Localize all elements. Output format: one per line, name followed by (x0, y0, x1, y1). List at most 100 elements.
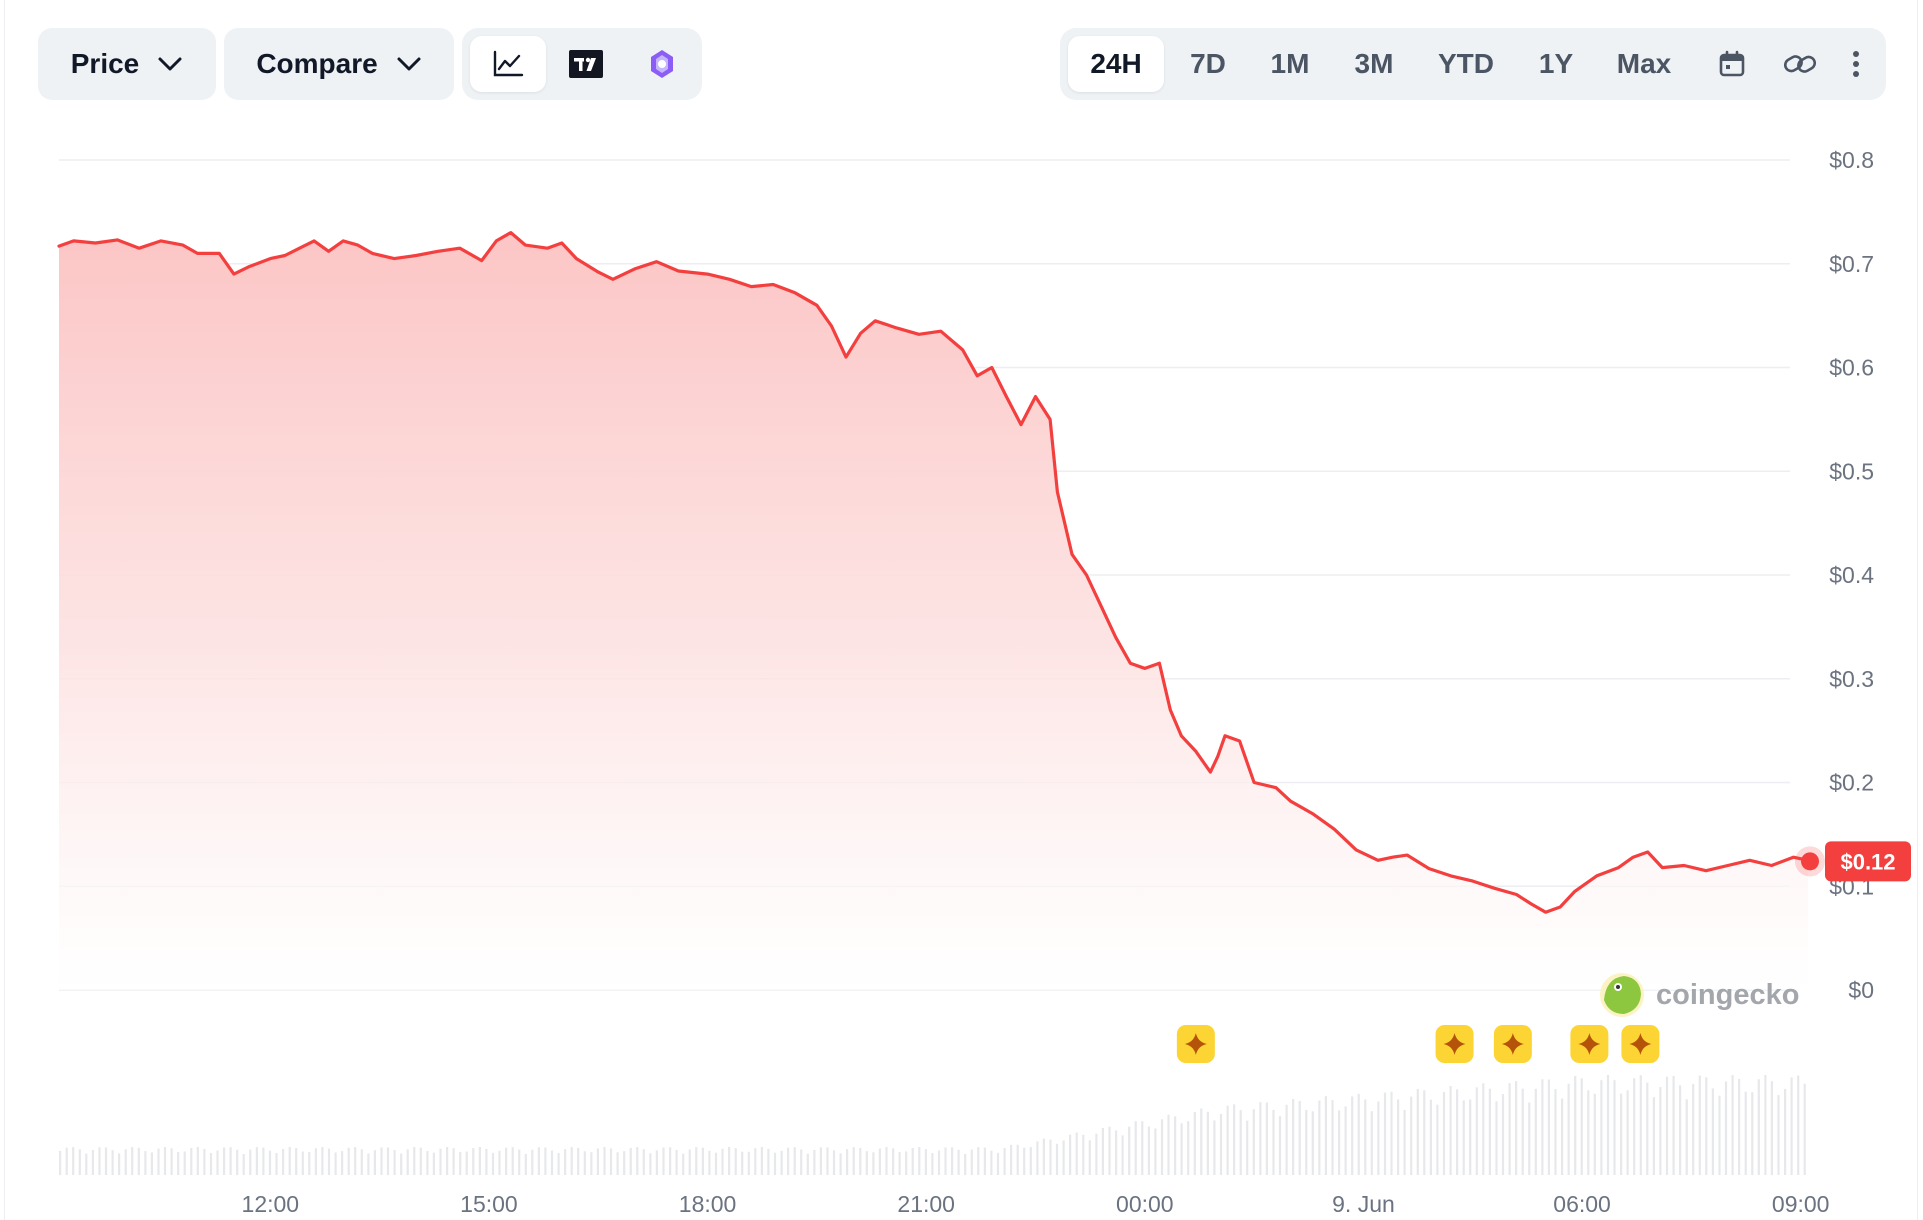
range-max-button[interactable]: Max (1596, 36, 1692, 92)
ai-insights-icon (651, 50, 673, 78)
volume-bar (1679, 1085, 1682, 1175)
volume-bar (118, 1153, 121, 1175)
volume-bar (367, 1153, 370, 1175)
price-dropdown[interactable]: Price (38, 28, 216, 100)
event-marker[interactable] (1621, 1025, 1660, 1063)
range-label: 24H (1090, 48, 1142, 79)
volume-bar (1416, 1089, 1419, 1175)
range-1m-button[interactable]: 1M (1248, 36, 1332, 92)
volume-bar (924, 1149, 927, 1175)
volume-bar (65, 1147, 68, 1175)
volume-bar (1383, 1092, 1387, 1175)
volume-bar (1462, 1100, 1465, 1175)
volume-bar (623, 1151, 626, 1175)
volume-bar (1338, 1110, 1341, 1175)
volume-bar (780, 1150, 783, 1175)
chevron-down-icon (158, 57, 182, 71)
volume-bar (1003, 1148, 1006, 1175)
volume-bar (1436, 1104, 1439, 1175)
volume-bar (695, 1147, 698, 1175)
volume-bar (1285, 1104, 1288, 1175)
event-marker[interactable] (1570, 1025, 1609, 1063)
volume-bar (590, 1152, 593, 1175)
volume-bar (1652, 1097, 1655, 1175)
volume-bar (1292, 1099, 1295, 1175)
volume-bar (1751, 1092, 1754, 1175)
volume-bar (478, 1147, 481, 1175)
volume-bar (721, 1148, 724, 1175)
volume-bar (1665, 1076, 1669, 1175)
volume-bar (452, 1148, 455, 1175)
volume-bar (990, 1150, 993, 1175)
volume-bar (944, 1147, 947, 1175)
event-marker[interactable] (1493, 1025, 1532, 1063)
range-7d-button[interactable]: 7D (1168, 36, 1248, 92)
y-tick-label: $0.6 (1829, 355, 1874, 381)
range-1y-button[interactable]: 1Y (1516, 36, 1596, 92)
volume-bar (1305, 1110, 1308, 1175)
volume-bar (1252, 1109, 1255, 1175)
volume-bar (85, 1153, 88, 1175)
volume-bar (203, 1149, 206, 1175)
x-tick-label: 12:00 (242, 1191, 300, 1217)
volume-bar (1397, 1099, 1400, 1175)
volume-bar (852, 1147, 855, 1175)
event-marker[interactable] (1176, 1025, 1215, 1063)
volume-bar (1659, 1087, 1662, 1175)
volume-bar (787, 1147, 790, 1175)
volume-bar (1554, 1089, 1557, 1175)
y-tick-label: $0.5 (1829, 458, 1874, 484)
volume-bar (432, 1152, 435, 1175)
volume-bar (1351, 1096, 1354, 1175)
volume-bar (1128, 1126, 1131, 1175)
volume-bar (1331, 1100, 1334, 1175)
volume-bar (636, 1147, 639, 1175)
range-24h-button[interactable]: 24H (1068, 36, 1164, 92)
volume-bar (1187, 1121, 1190, 1175)
volume-bar (564, 1149, 567, 1175)
volume-bar (898, 1152, 901, 1175)
volume-bar (459, 1151, 462, 1175)
volume-bar (983, 1147, 986, 1175)
volume-bar (1016, 1144, 1019, 1175)
tradingview-icon (569, 50, 603, 78)
volume-bar (354, 1147, 357, 1175)
event-marker[interactable] (1435, 1025, 1474, 1063)
share-link-button[interactable] (1768, 36, 1832, 92)
range-ytd-button[interactable]: YTD (1416, 36, 1516, 92)
volume-bar (491, 1152, 495, 1175)
volume-bar (977, 1147, 980, 1175)
sparkle-icon (1629, 1033, 1652, 1055)
volume-bar (1797, 1075, 1800, 1175)
volume-bar (872, 1152, 875, 1175)
volume-bar (347, 1147, 350, 1175)
range-3m-button[interactable]: 3M (1332, 36, 1416, 92)
calendar-button[interactable] (1700, 36, 1764, 92)
volume-bar (1442, 1091, 1446, 1175)
x-tick-label: 18:00 (679, 1191, 737, 1217)
volume-bar (1790, 1077, 1793, 1175)
line-chart-mode-button[interactable] (470, 36, 546, 92)
volume-bar (649, 1153, 652, 1175)
volume-bar (1115, 1130, 1118, 1175)
volume-bar (1495, 1101, 1498, 1175)
volume-bar (1069, 1134, 1072, 1175)
volume-bar (1154, 1128, 1157, 1175)
volume-bar (1193, 1112, 1196, 1175)
ai-insights-mode-button[interactable] (624, 36, 700, 92)
volume-bar (1200, 1108, 1203, 1175)
volume-bar (1528, 1102, 1531, 1175)
volume-bar (1042, 1138, 1045, 1175)
volume-bar (970, 1149, 973, 1175)
volume-bar (846, 1149, 849, 1175)
volume-bar (78, 1149, 81, 1175)
volume-bar (196, 1147, 199, 1175)
tradingview-mode-button[interactable] (548, 36, 624, 92)
volume-bar (655, 1150, 658, 1175)
more-options-button[interactable] (1834, 36, 1878, 92)
volume-bar (1744, 1091, 1747, 1175)
volume-bar (642, 1149, 645, 1175)
volume-bar (951, 1147, 954, 1175)
compare-dropdown[interactable]: Compare (224, 28, 454, 100)
volume-bar (1010, 1144, 1013, 1175)
